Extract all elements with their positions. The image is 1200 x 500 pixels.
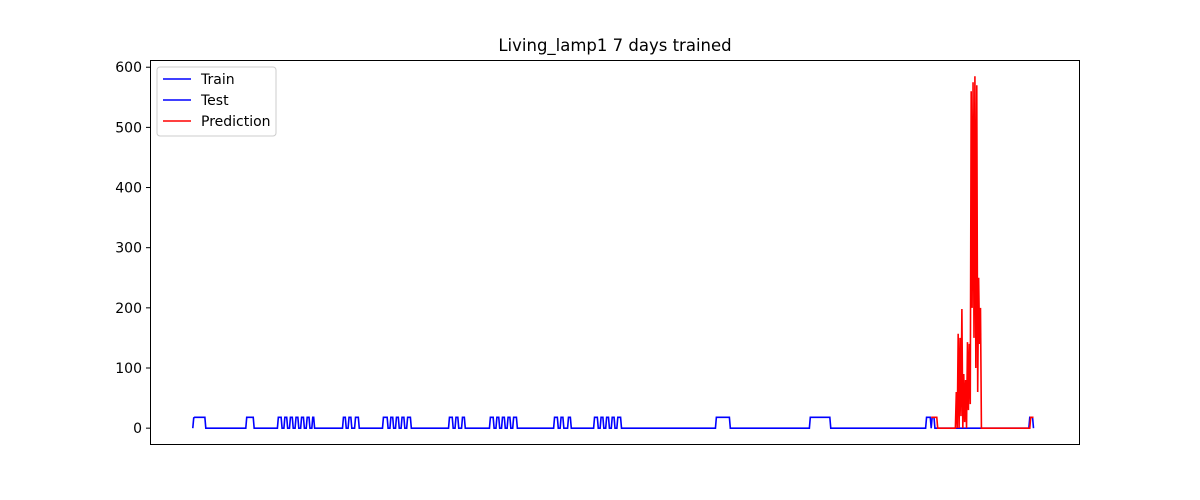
y-axis: 0 100 200 300 400 500 600 bbox=[115, 60, 150, 437]
y-tick-label: 400 bbox=[115, 181, 142, 197]
y-tick-label: 100 bbox=[115, 361, 142, 377]
y-tick-label: 600 bbox=[115, 60, 142, 76]
series-line-prediction bbox=[931, 76, 1034, 429]
legend-label-test: Test bbox=[200, 93, 229, 109]
chart-title: Living_lamp1 7 days trained bbox=[498, 36, 731, 56]
y-tick-label: 0 bbox=[133, 421, 142, 437]
legend-label-prediction: Prediction bbox=[201, 114, 271, 130]
plot-lines bbox=[191, 76, 1035, 429]
legend-label-train: Train bbox=[200, 72, 235, 88]
y-tick-label: 300 bbox=[115, 241, 142, 257]
series-line-train bbox=[191, 416, 932, 429]
legend: Train Test Prediction bbox=[156, 66, 277, 137]
plot-frame bbox=[150, 60, 1080, 445]
y-tick-label: 200 bbox=[115, 301, 142, 317]
legend-box bbox=[156, 66, 277, 137]
y-tick-label: 500 bbox=[115, 120, 142, 136]
